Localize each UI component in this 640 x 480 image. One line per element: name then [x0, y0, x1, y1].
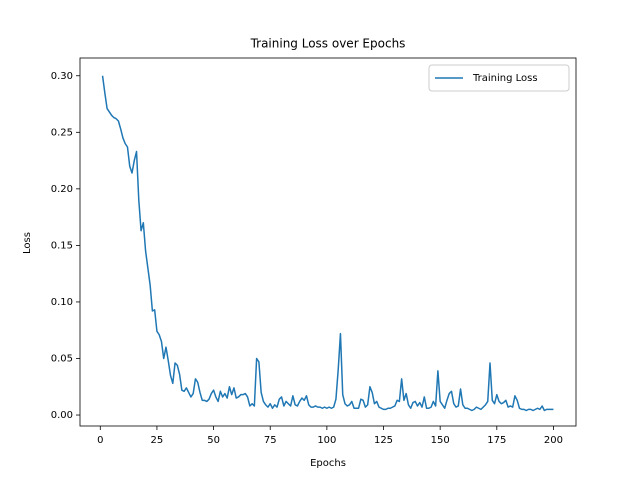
y-tick-label: 0.10	[51, 297, 73, 308]
y-tick-label: 0.15	[51, 240, 73, 251]
x-tick-label: 25	[151, 435, 164, 446]
y-tick-label: 0.05	[51, 353, 73, 364]
x-tick-label: 50	[207, 435, 220, 446]
legend-label: Training Loss	[472, 73, 538, 84]
x-tick-label: 200	[544, 435, 563, 446]
chart-title: Training Loss over Epochs	[250, 37, 406, 51]
y-tick-label: 0.00	[51, 410, 73, 421]
y-tick-label: 0.20	[51, 184, 73, 195]
y-tick-label: 0.25	[51, 127, 73, 138]
x-tick-label: 125	[374, 435, 393, 446]
x-tick-label: 100	[317, 435, 336, 446]
y-axis-label: Loss	[22, 232, 33, 254]
x-tick-label: 150	[431, 435, 450, 446]
y-tick-label: 0.30	[51, 71, 73, 82]
legend-box	[428, 64, 570, 92]
line-series	[101, 75, 554, 412]
x-tick-label: 175	[487, 435, 506, 446]
x-tick-label: 75	[264, 435, 277, 446]
x-tick-label: 0	[97, 435, 103, 446]
x-axis-label: Epochs	[310, 458, 346, 469]
axes-frame	[79, 57, 577, 427]
